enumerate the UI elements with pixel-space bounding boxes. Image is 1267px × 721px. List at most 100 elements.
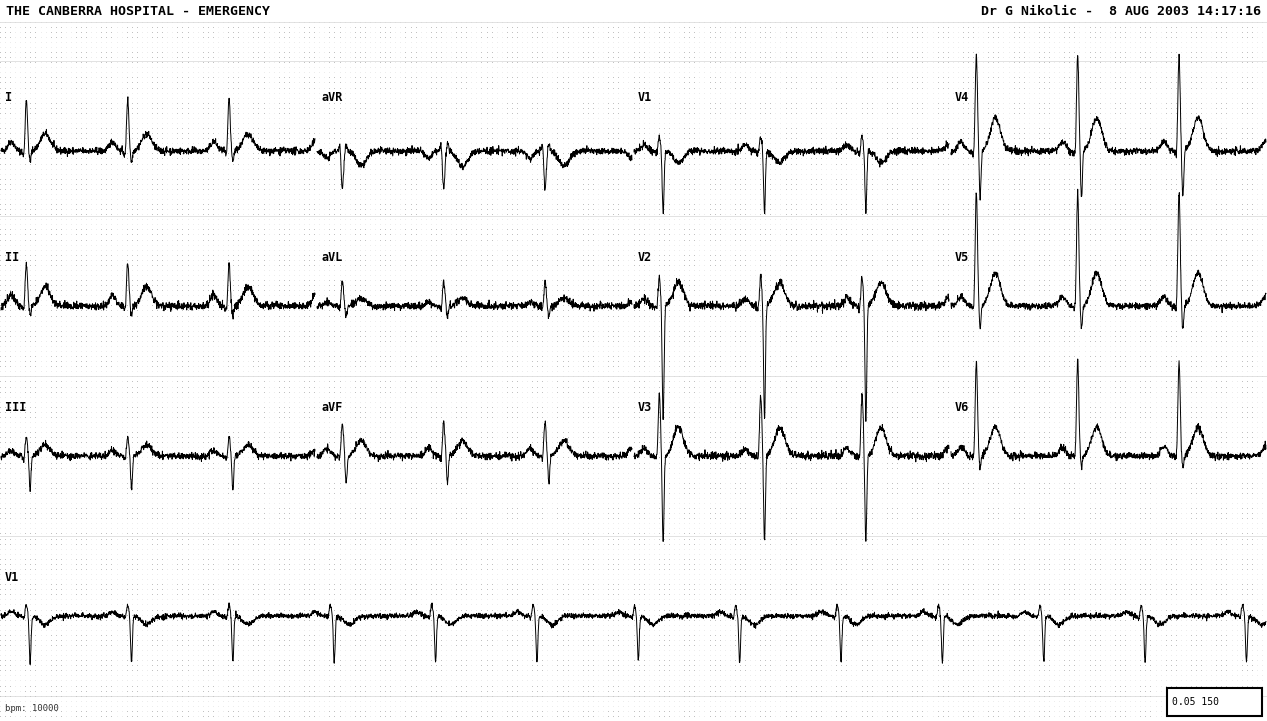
Point	[1216, 203, 1237, 215]
Point	[1069, 213, 1090, 225]
Point	[117, 457, 137, 469]
Point	[1232, 598, 1252, 610]
Point	[537, 386, 557, 397]
Point	[1206, 244, 1226, 255]
Point	[51, 118, 71, 129]
Point	[0, 183, 10, 195]
Point	[147, 234, 167, 245]
Point	[456, 315, 476, 327]
Point	[314, 163, 334, 174]
Point	[61, 482, 81, 494]
Point	[1130, 56, 1150, 68]
Point	[502, 705, 522, 717]
Point	[127, 695, 147, 707]
Point	[46, 87, 66, 98]
Point	[598, 598, 618, 610]
Point	[568, 563, 588, 575]
Point	[907, 431, 927, 443]
Point	[426, 371, 446, 382]
Point	[1024, 598, 1044, 610]
Point	[25, 153, 46, 164]
Point	[1064, 563, 1085, 575]
Point	[613, 224, 634, 235]
Point	[801, 462, 821, 474]
Point	[1110, 224, 1130, 235]
Point	[877, 305, 897, 317]
Point	[760, 508, 780, 519]
Point	[10, 224, 30, 235]
Point	[775, 310, 796, 322]
Point	[1181, 239, 1201, 250]
Point	[1009, 386, 1029, 397]
Point	[1014, 178, 1034, 190]
Point	[1130, 528, 1150, 539]
Point	[400, 588, 421, 600]
Point	[1145, 76, 1166, 88]
Point	[441, 503, 461, 514]
Point	[654, 26, 674, 37]
Point	[720, 198, 740, 210]
Point	[208, 234, 228, 245]
Point	[76, 563, 96, 575]
Point	[547, 97, 568, 108]
Point	[35, 598, 56, 610]
Point	[355, 300, 375, 311]
Point	[456, 436, 476, 448]
Point	[796, 518, 816, 529]
Point	[1009, 603, 1029, 615]
Point	[694, 269, 715, 280]
Point	[436, 173, 456, 185]
Point	[269, 355, 289, 367]
Point	[137, 320, 157, 332]
Point	[1196, 97, 1216, 108]
Point	[1211, 376, 1232, 387]
Point	[542, 229, 563, 240]
Point	[897, 290, 917, 301]
Point	[902, 163, 922, 174]
Point	[983, 518, 1003, 529]
Point	[142, 295, 162, 306]
Point	[243, 640, 264, 651]
Point	[1140, 609, 1161, 620]
Point	[203, 624, 223, 635]
Point	[826, 168, 846, 180]
Point	[689, 153, 710, 164]
Point	[634, 158, 654, 169]
Point	[10, 518, 30, 529]
Point	[882, 446, 902, 458]
Point	[826, 645, 846, 656]
Point	[1247, 213, 1267, 225]
Point	[882, 269, 902, 280]
Point	[172, 497, 193, 509]
Point	[821, 310, 841, 322]
Point	[182, 173, 203, 185]
Point	[547, 325, 568, 337]
Point	[203, 21, 223, 32]
Point	[66, 431, 86, 443]
Point	[720, 295, 740, 306]
Point	[1120, 31, 1140, 43]
Point	[182, 492, 203, 504]
Point	[775, 680, 796, 691]
Point	[720, 593, 740, 605]
Point	[279, 665, 299, 676]
Point	[157, 325, 177, 337]
Point	[735, 279, 755, 291]
Point	[1105, 538, 1125, 549]
Point	[1095, 513, 1115, 524]
Point	[851, 548, 872, 559]
Point	[0, 300, 15, 311]
Point	[1029, 81, 1049, 93]
Point	[568, 523, 588, 534]
Point	[1252, 553, 1267, 565]
Point	[264, 320, 284, 332]
Point	[897, 553, 917, 565]
Point	[522, 21, 542, 32]
Point	[522, 411, 542, 423]
Point	[1226, 563, 1247, 575]
Point	[588, 436, 608, 448]
Point	[669, 178, 689, 190]
Point	[816, 685, 836, 696]
Point	[755, 640, 775, 651]
Point	[654, 406, 674, 417]
